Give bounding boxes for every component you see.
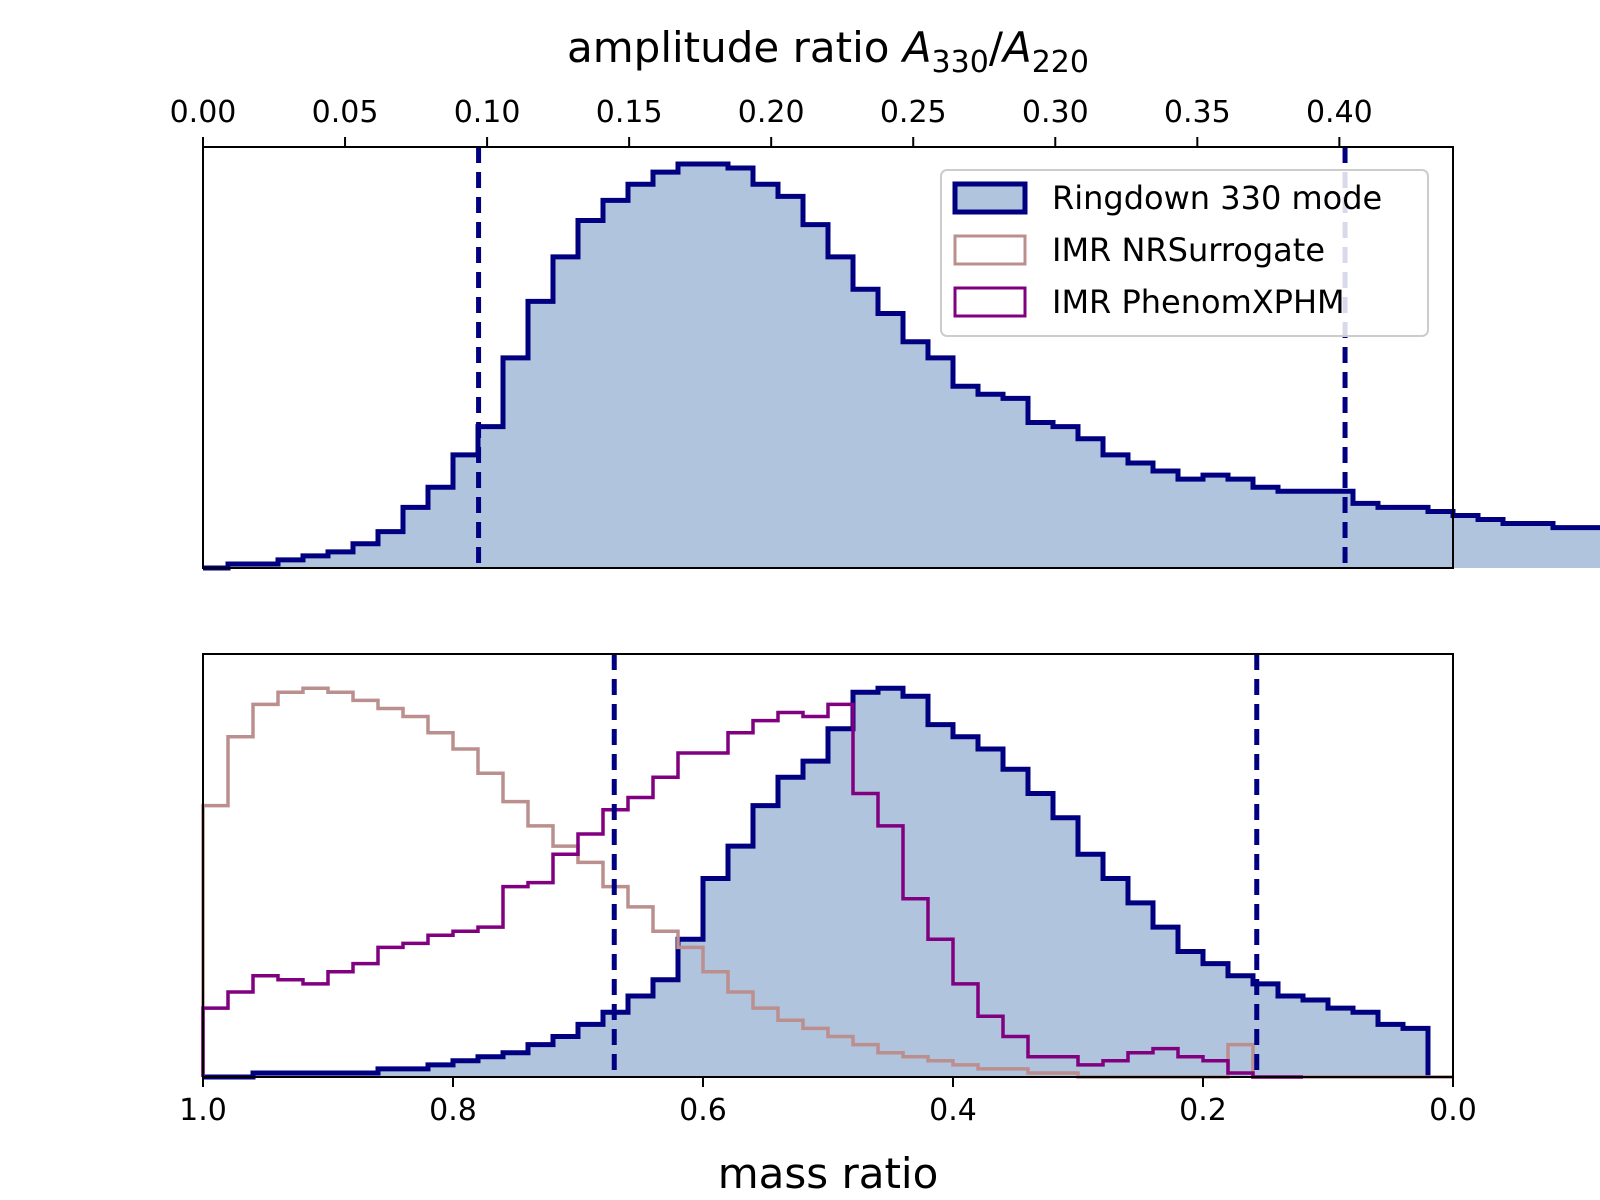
top-axis-title-slash: /: [989, 23, 1004, 72]
top-series-line-ringdown: [203, 161, 1600, 571]
legend-frame: [940, 169, 1429, 337]
top-panel: 0.00 0.05 0.10 0.15 0.20 0.25 0.30 0.35 0.40 amp…: [170, 23, 1600, 571]
top-axis-tick-label: 0.20: [738, 95, 805, 130]
bottom-axis-tick-label: 0.2: [1179, 1093, 1227, 1128]
legend-item-phenomxphm: IMR PhenomXPHM: [953, 283, 1345, 321]
top-axes-frame: [202, 146, 1454, 569]
bottom-axis-ticks: 1.0 0.8 0.6 0.4 0.2 0.0: [179, 1077, 1477, 1128]
top-axis-title-a2: A: [1000, 23, 1032, 72]
bottom-axis-tick-label: 0.6: [679, 1093, 727, 1128]
bottom-series-fill-ringdown: [203, 688, 1428, 1077]
bottom-axis-tick-label: 1.0: [179, 1093, 227, 1128]
legend-item-nrsurrogate: IMR NRSurrogate: [953, 231, 1325, 269]
top-axis-title-sub2: 220: [1032, 45, 1089, 80]
top-axis-tick-label: 0.05: [312, 95, 379, 130]
top-axis-ticks: 0.00 0.05 0.10 0.15 0.20 0.25 0.30 0.35 0.40: [170, 95, 1373, 147]
bottom-axis-tick-label: 0.8: [429, 1093, 477, 1128]
top-axis-tick-label: 0.40: [1306, 95, 1373, 130]
top-histogram-series: [203, 161, 1600, 571]
legend-label-ringdown: Ringdown 330 mode: [1052, 179, 1382, 217]
top-axis-title: amplitude ratio A330/A220: [567, 23, 1089, 80]
top-axis-tick-label: 0.25: [880, 95, 947, 130]
bottom-panel: 1.0 0.8 0.6 0.4 0.2 0.0 mass ratio: [179, 653, 1477, 1198]
legend-swatch-phenomxphm: [953, 286, 1027, 318]
legend-label-phenomxphm: IMR PhenomXPHM: [1052, 283, 1345, 321]
top-axis-title-a1: A: [900, 23, 932, 72]
top-credible-interval-lines: [476, 147, 1348, 568]
bottom-axis-tick-label: 0.0: [1429, 1093, 1477, 1128]
bottom-credible-interval-lines: [611, 654, 1260, 1077]
bottom-series-line-ringdown: [203, 685, 1431, 1080]
legend-swatch-nrsurrogate: [953, 234, 1027, 266]
top-axis-tick-label: 0.35: [1164, 95, 1231, 130]
top-axis-tick-label: 0.00: [170, 95, 237, 130]
top-axis-title-text: amplitude ratio: [567, 23, 903, 72]
top-axis-tick-label: 0.10: [454, 95, 521, 130]
legend-label-nrsurrogate: IMR NRSurrogate: [1052, 231, 1325, 269]
top-axis-tick-label: 0.15: [596, 95, 663, 130]
bottom-axis-title: mass ratio: [718, 1149, 939, 1198]
bottom-axis-tick-label: 0.4: [929, 1093, 977, 1128]
legend: Ringdown 330 mode IMR NRSurrogate IMR Ph…: [940, 169, 1429, 337]
legend-item-ringdown: Ringdown 330 mode: [952, 179, 1382, 217]
top-series-fill-ringdown: [203, 164, 1600, 568]
top-axis-title-sub1: 330: [932, 45, 989, 80]
bottom-axes-frame: [202, 653, 1454, 1078]
bottom-histogram-series: [201, 685, 1453, 1080]
legend-swatch-ringdown: [952, 181, 1028, 215]
top-axis-tick-label: 0.30: [1022, 95, 1089, 130]
bottom-series-line-phenomxphm: [201, 702, 1303, 1079]
